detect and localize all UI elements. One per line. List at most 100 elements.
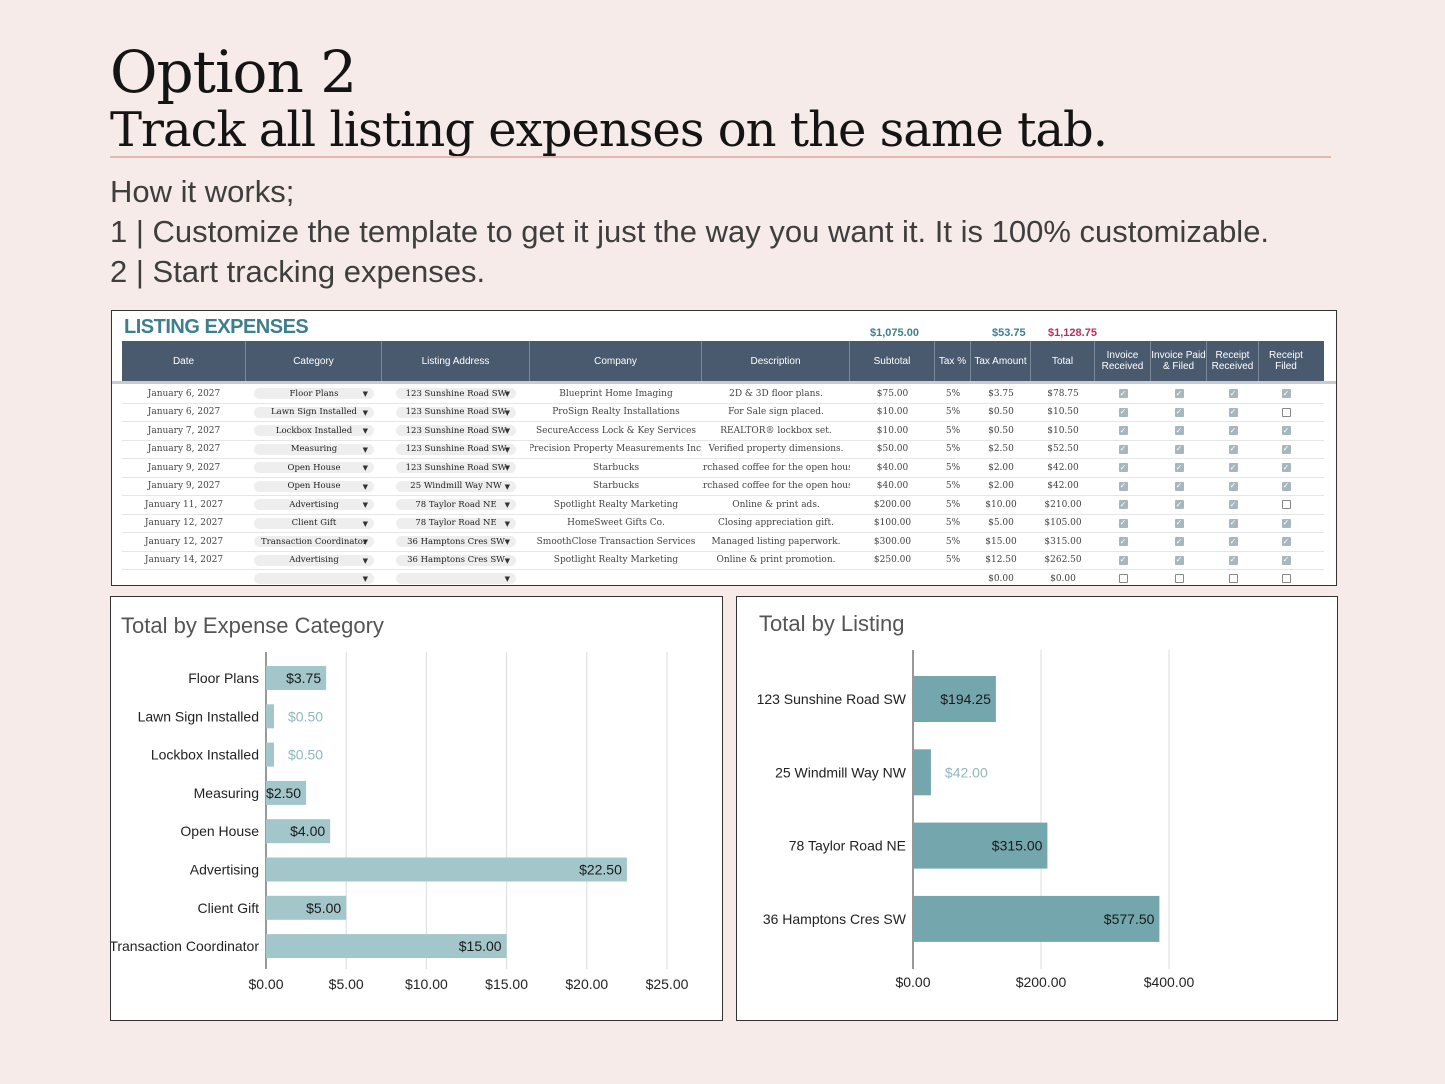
- tax-cell[interactable]: $15.00: [985, 536, 1017, 547]
- subtotal-cell[interactable]: $200.00: [873, 499, 912, 510]
- address-dropdown[interactable]: 36 Hamptons Cres SW ▼: [382, 552, 530, 570]
- column-header[interactable]: Total: [1031, 341, 1095, 381]
- total-cell[interactable]: $42.00: [1047, 481, 1079, 492]
- address-select[interactable]: ▼: [396, 573, 516, 585]
- tax-cell[interactable]: $2.50: [988, 444, 1014, 455]
- address-select[interactable]: 123 Sunshine Road SW ▼: [396, 388, 516, 400]
- description-cell[interactable]: Online & print ads.: [732, 499, 820, 510]
- tax-cell[interactable]: $12.50: [985, 555, 1017, 566]
- checkbox-checked[interactable]: ✓: [1118, 536, 1128, 547]
- checkbox-checked[interactable]: ✓: [1174, 499, 1184, 510]
- column-header[interactable]: Tax %: [935, 341, 971, 381]
- total-cell[interactable]: $210.00: [1044, 499, 1082, 510]
- address-dropdown[interactable]: 78 Taylor Road NE ▼: [382, 496, 530, 514]
- subtotal-cell[interactable]: $40.00: [876, 481, 909, 492]
- checkbox-checked[interactable]: ✓: [1281, 481, 1291, 491]
- total-cell[interactable]: $262.50: [1044, 555, 1082, 566]
- description-cell[interactable]: For Sale sign placed.: [728, 407, 824, 418]
- checkbox-checked[interactable]: ✓: [1281, 555, 1291, 565]
- dropdown-arrow-icon[interactable]: ▼: [504, 464, 510, 473]
- category-dropdown[interactable]: Open House ▼: [246, 459, 382, 477]
- subtotal-cell[interactable]: $10.00: [876, 407, 909, 418]
- checkbox-checked[interactable]: ✓: [1118, 462, 1128, 473]
- company-cell[interactable]: Spotlight Realty Marketing: [553, 499, 679, 510]
- checkbox-checked[interactable]: ✓: [1118, 499, 1128, 510]
- address-select[interactable]: 123 Sunshine Road SW ▼: [396, 406, 516, 418]
- date-cell[interactable]: January 9, 2027: [147, 462, 221, 473]
- address-dropdown[interactable]: 123 Sunshine Road SW ▼: [382, 422, 530, 440]
- company-cell[interactable]: Precision Property Measurements Inc.: [530, 444, 702, 455]
- checkbox-checked[interactable]: ✓: [1174, 555, 1184, 565]
- category-select[interactable]: Advertising ▼: [254, 499, 374, 511]
- dropdown-arrow-icon[interactable]: ▼: [504, 408, 510, 417]
- category-select[interactable]: Open House ▼: [254, 462, 374, 474]
- total-cell[interactable]: $52.50: [1047, 444, 1079, 455]
- date-cell[interactable]: January 7, 2027: [147, 425, 221, 436]
- taxpct-cell[interactable]: 5%: [945, 444, 961, 455]
- dropdown-arrow-icon[interactable]: ▼: [504, 538, 510, 547]
- company-cell[interactable]: Spotlight Realty Marketing: [553, 555, 679, 566]
- subtotal-cell[interactable]: $250.00: [873, 555, 912, 566]
- checkbox-checked[interactable]: ✓: [1281, 462, 1291, 473]
- date-cell[interactable]: January 14, 2027: [144, 555, 224, 566]
- category-dropdown[interactable]: Measuring ▼: [246, 441, 382, 459]
- dropdown-arrow-icon[interactable]: ▼: [504, 482, 510, 491]
- tax-cell[interactable]: $2.00: [988, 462, 1014, 473]
- dropdown-arrow-icon[interactable]: ▼: [504, 445, 510, 454]
- dropdown-arrow-icon[interactable]: ▼: [362, 501, 368, 510]
- company-cell[interactable]: Blueprint Home Imaging: [559, 388, 673, 399]
- category-select[interactable]: Open House ▼: [254, 480, 374, 492]
- checkbox-checked[interactable]: ✓: [1228, 499, 1238, 510]
- address-select[interactable]: 78 Taylor Road NE ▼: [396, 517, 516, 529]
- checkbox-checked[interactable]: ✓: [1174, 407, 1184, 417]
- tax-cell[interactable]: $0.00: [988, 573, 1014, 584]
- dropdown-arrow-icon[interactable]: ▼: [504, 575, 510, 584]
- address-select[interactable]: 78 Taylor Road NE ▼: [396, 499, 516, 511]
- taxpct-cell[interactable]: 5%: [945, 481, 961, 492]
- category-dropdown[interactable]: Transaction Coordinator ▼: [246, 533, 382, 551]
- category-select[interactable]: Transaction Coordinator ▼: [254, 536, 374, 548]
- dropdown-arrow-icon[interactable]: ▼: [362, 556, 368, 565]
- checkbox-checked[interactable]: ✓: [1228, 388, 1238, 399]
- description-cell[interactable]: Purchased coffee for the open house.: [702, 481, 850, 492]
- checkbox-checked[interactable]: ✓: [1281, 536, 1291, 547]
- column-header[interactable]: Listing Address: [382, 341, 530, 381]
- date-cell[interactable]: [122, 570, 246, 585]
- column-header[interactable]: Tax Amount: [971, 341, 1031, 381]
- column-header[interactable]: Invoice Received: [1095, 341, 1151, 381]
- checkbox-checked[interactable]: ✓: [1118, 407, 1128, 417]
- checkbox-checked[interactable]: ✓: [1174, 388, 1184, 399]
- address-dropdown[interactable]: 25 Windmill Way NW ▼: [382, 478, 530, 496]
- dropdown-arrow-icon[interactable]: ▼: [362, 445, 368, 454]
- company-cell[interactable]: Starbucks: [592, 481, 640, 492]
- checkbox-checked[interactable]: ✓: [1228, 555, 1238, 565]
- address-select[interactable]: 25 Windmill Way NW ▼: [396, 480, 516, 492]
- column-header[interactable]: Invoice Paid & Filed: [1151, 341, 1207, 381]
- total-cell[interactable]: $105.00: [1044, 518, 1082, 529]
- subtotal-cell[interactable]: $300.00: [873, 536, 912, 547]
- checkbox-checked[interactable]: ✓: [1118, 518, 1128, 528]
- subtotal-cell[interactable]: [850, 570, 935, 585]
- date-cell[interactable]: January 11, 2027: [144, 499, 224, 510]
- address-dropdown[interactable]: 123 Sunshine Road SW ▼: [382, 441, 530, 459]
- address-select[interactable]: 36 Hamptons Cres SW ▼: [396, 554, 516, 566]
- taxpct-cell[interactable]: 5%: [945, 555, 961, 566]
- category-dropdown[interactable]: ▼: [246, 570, 382, 585]
- checkbox-checked[interactable]: ✓: [1228, 481, 1238, 491]
- column-header[interactable]: Subtotal: [850, 341, 935, 381]
- dropdown-arrow-icon[interactable]: ▼: [362, 482, 368, 491]
- address-select[interactable]: 123 Sunshine Road SW ▼: [396, 425, 516, 437]
- description-cell[interactable]: Verified property dimensions.: [708, 444, 844, 455]
- tax-cell[interactable]: $3.75: [988, 388, 1014, 399]
- checkbox-checked[interactable]: ✓: [1118, 444, 1128, 454]
- subtotal-cell[interactable]: $75.00: [876, 388, 909, 399]
- taxpct-cell[interactable]: 5%: [945, 425, 961, 436]
- category-select[interactable]: Advertising ▼: [254, 554, 374, 566]
- total-cell[interactable]: $315.00: [1044, 536, 1082, 547]
- column-header[interactable]: Receipt Filed: [1269, 350, 1303, 372]
- checkbox-unchecked[interactable]: [1281, 500, 1291, 510]
- column-header[interactable]: Date: [122, 341, 246, 381]
- checkbox-checked[interactable]: ✓: [1174, 518, 1184, 528]
- checkbox-checked[interactable]: ✓: [1118, 388, 1128, 399]
- checkbox-checked[interactable]: ✓: [1174, 462, 1184, 473]
